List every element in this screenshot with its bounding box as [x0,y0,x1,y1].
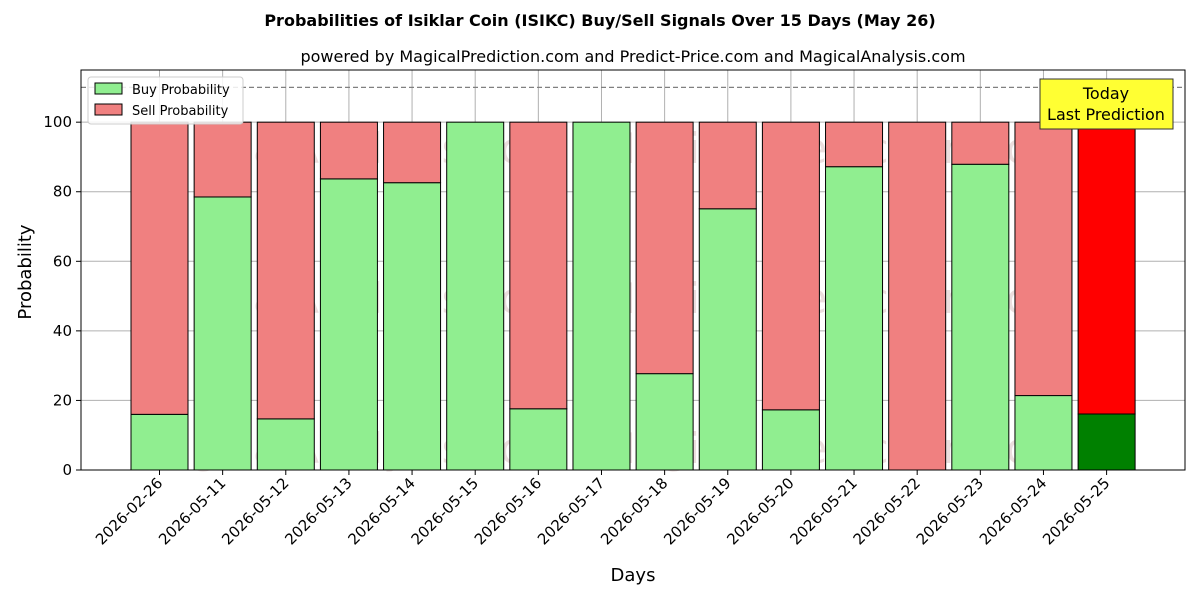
bar-buy [761,409,820,471]
bar-sell [888,121,947,471]
bar-sell [256,121,315,420]
bar-sell [698,121,757,210]
x-tick-label: 2026-05-22 [850,474,924,548]
x-tick-label: 2026-05-23 [913,474,987,548]
bar-sell [1014,121,1073,397]
x-tick-label: 2026-05-24 [976,474,1050,548]
bar-buy [509,408,568,471]
bar-sell [383,121,442,184]
x-tick-label: 2026-05-21 [786,474,860,548]
bar-buy [130,413,189,471]
legend-label-buy: Buy Probability [132,83,230,98]
plot-frame [80,69,1186,471]
bar-buy [383,182,442,471]
legend-label-sell: Sell Probability [132,104,229,119]
x-tick-label: 2026-05-13 [281,474,355,548]
y-tick-label: 40 [53,322,72,340]
bar-buy [1014,395,1073,471]
y-tick-label: 0 [62,461,72,479]
y-tick-label: 60 [53,252,72,270]
annotation-box [1039,78,1174,130]
bar-sell [319,121,378,180]
x-axis-label: Days [611,565,656,586]
y-tick-label: 80 [53,183,72,201]
bar-buy [256,418,315,471]
chart-title: Probabilities of Isiklar Coin (ISIKC) Bu… [264,11,935,30]
bar-buy [635,373,694,471]
bar-buy [951,163,1010,471]
bar-sell [130,121,189,415]
bar-sell [635,121,694,375]
x-tick-label: 2026-05-19 [660,474,734,548]
x-tick-label: 2026-05-12 [218,474,292,548]
bar-sell [825,121,884,168]
bar-buy [446,121,505,471]
legend-box [87,76,244,125]
annotation-line1: Today [1082,84,1129,103]
bar-sell [761,121,820,411]
x-tick-label: 2026-05-18 [597,474,671,548]
x-tick-label: 2026-05-25 [1039,474,1113,548]
bar-sell [1077,121,1136,415]
x-tick-label: 2026-05-17 [534,474,608,548]
bar-buy [1077,413,1136,471]
x-axis: 2026-02-262026-05-112026-05-122026-05-13… [92,470,1113,548]
y-axis: 0 20 40 60 80 100 [43,113,81,479]
bar-buy [319,178,378,471]
bar-buy [193,196,252,471]
bars [130,121,1136,471]
x-tick-label: 2026-02-26 [92,474,166,548]
x-tick-label: 2026-05-20 [723,474,797,548]
bar-sell [509,121,568,410]
bar-buy [825,166,884,471]
y-tick-label: 20 [53,391,72,409]
x-tick-label: 2026-05-11 [155,474,229,548]
bar-buy [572,121,631,471]
legend-swatch-buy [94,82,123,95]
x-tick-label: 2026-05-16 [471,474,545,548]
y-tick-label: 100 [43,113,72,131]
bar-buy [698,208,757,471]
chart-subtitle: powered by MagicalPrediction.com and Pre… [300,47,965,66]
x-tick-label: 2026-05-15 [408,474,482,548]
legend: Buy Probability Sell Probability [87,76,244,125]
bar-sell [951,121,1010,165]
bar-sell [193,121,252,198]
x-tick-label: 2026-05-14 [345,474,419,548]
y-axis-label: Probability [15,224,36,319]
today-annotation: Today Last Prediction [1039,78,1174,130]
legend-swatch-sell [94,103,123,116]
annotation-line2: Last Prediction [1047,105,1165,124]
